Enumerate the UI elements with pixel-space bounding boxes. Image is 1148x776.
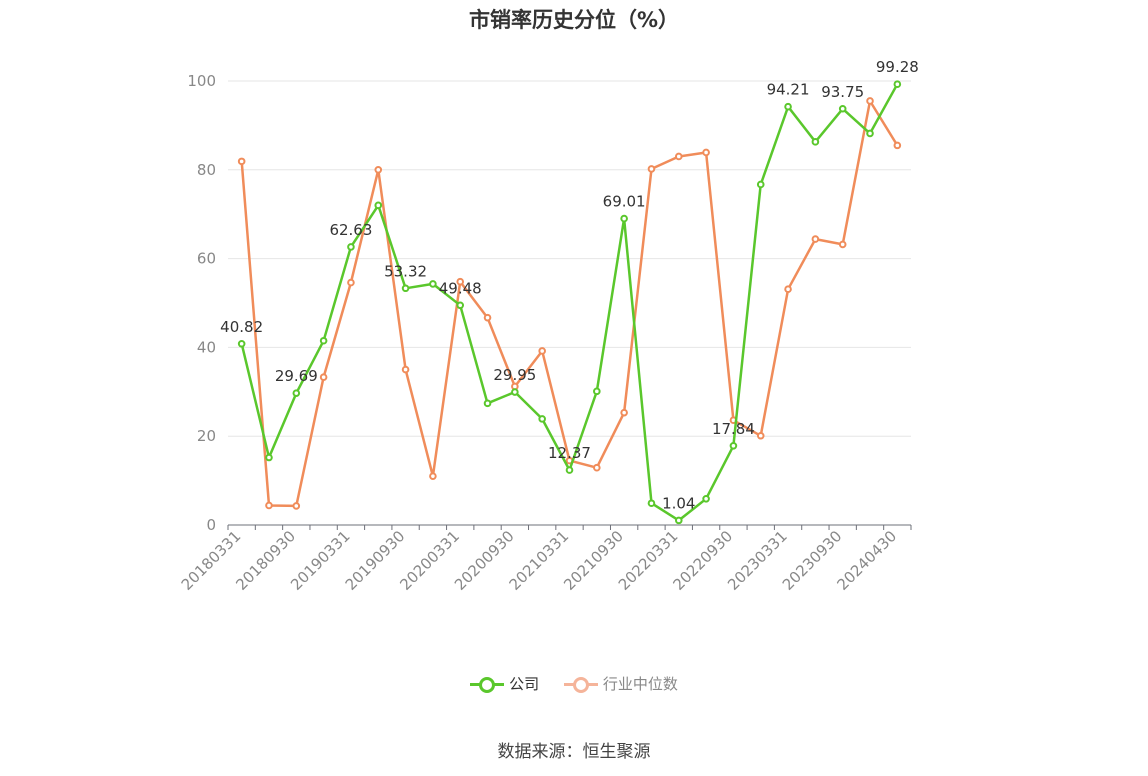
legend-circle	[479, 676, 496, 693]
data-label: 1.04	[662, 494, 695, 512]
data-point	[429, 280, 437, 288]
data-label: 53.32	[384, 262, 427, 280]
data-point	[838, 240, 847, 249]
data-point	[756, 180, 765, 189]
data-point	[511, 388, 519, 396]
data-point	[374, 201, 383, 210]
legend-label-industry-median: 行业中位数	[602, 675, 678, 693]
data-point	[483, 313, 492, 322]
data-point	[893, 141, 902, 150]
legend-swatch-industry-icon	[563, 676, 598, 693]
data-point	[593, 463, 601, 472]
legend: 公司 行业中位数	[0, 673, 1148, 695]
legend-label-company: 公司	[509, 675, 540, 693]
y-tick-label: 60	[197, 250, 216, 268]
data-point	[593, 387, 601, 396]
data-point	[237, 157, 246, 166]
data-point	[674, 152, 683, 161]
source-note: 数据来源：恒生聚源	[497, 742, 651, 762]
data-label: 29.69	[275, 367, 318, 385]
data-point	[784, 285, 792, 294]
chart-title: 市销率历史分位（%）	[468, 8, 680, 32]
data-point	[784, 102, 792, 111]
data-point	[374, 166, 383, 174]
data-label: 17.84	[712, 420, 755, 438]
x-tick-label: 20240430	[833, 527, 900, 594]
data-point	[237, 339, 246, 348]
data-point	[456, 301, 465, 310]
line-chart: 0204060801002018033120180930201903312019…	[178, 58, 919, 594]
data-point	[319, 336, 328, 345]
data-label: 49.48	[439, 279, 482, 297]
data-point	[702, 148, 710, 157]
data-point	[429, 472, 437, 480]
data-point	[674, 516, 683, 525]
data-point	[866, 129, 874, 138]
y-tick-label: 100	[187, 72, 216, 90]
data-point	[838, 104, 847, 113]
data-label: 99.28	[876, 58, 919, 76]
data-point	[756, 431, 765, 440]
data-point	[538, 347, 546, 355]
data-point	[647, 499, 656, 508]
data-point	[893, 80, 902, 88]
data-point	[811, 235, 820, 243]
data-point	[702, 495, 710, 503]
legend-item-company[interactable]: 公司	[470, 673, 539, 694]
data-point	[401, 284, 410, 293]
data-point	[620, 214, 628, 223]
data-label: 12.37	[548, 444, 591, 462]
y-tick-label: 80	[197, 161, 216, 179]
data-point	[401, 365, 410, 374]
data-label: 93.75	[821, 83, 864, 101]
data-point	[265, 453, 273, 462]
data-point	[866, 97, 874, 105]
data-point	[292, 502, 301, 510]
data-point	[292, 389, 301, 397]
data-point	[647, 165, 656, 173]
y-tick-label: 20	[197, 427, 216, 445]
data-point	[483, 399, 492, 408]
data-label: 62.63	[329, 221, 372, 239]
y-tick-label: 40	[197, 338, 216, 356]
legend-circle	[572, 676, 589, 693]
data-point	[347, 243, 355, 251]
data-point	[347, 278, 355, 287]
data-point	[811, 138, 820, 146]
data-label: 40.82	[220, 318, 263, 336]
data-point	[729, 441, 738, 450]
data-point	[620, 408, 628, 417]
data-point	[456, 277, 465, 286]
data-label: 29.95	[493, 366, 536, 384]
data-point	[319, 373, 328, 381]
data-point	[265, 501, 273, 510]
y-tick-label: 0	[206, 516, 216, 534]
legend-swatch-company-icon	[470, 676, 505, 693]
legend-item-industry-median[interactable]: 行业中位数	[563, 673, 678, 694]
data-label: 69.01	[603, 193, 646, 211]
data-label: 94.21	[767, 81, 810, 99]
data-point	[538, 415, 546, 423]
data-point	[565, 466, 574, 474]
